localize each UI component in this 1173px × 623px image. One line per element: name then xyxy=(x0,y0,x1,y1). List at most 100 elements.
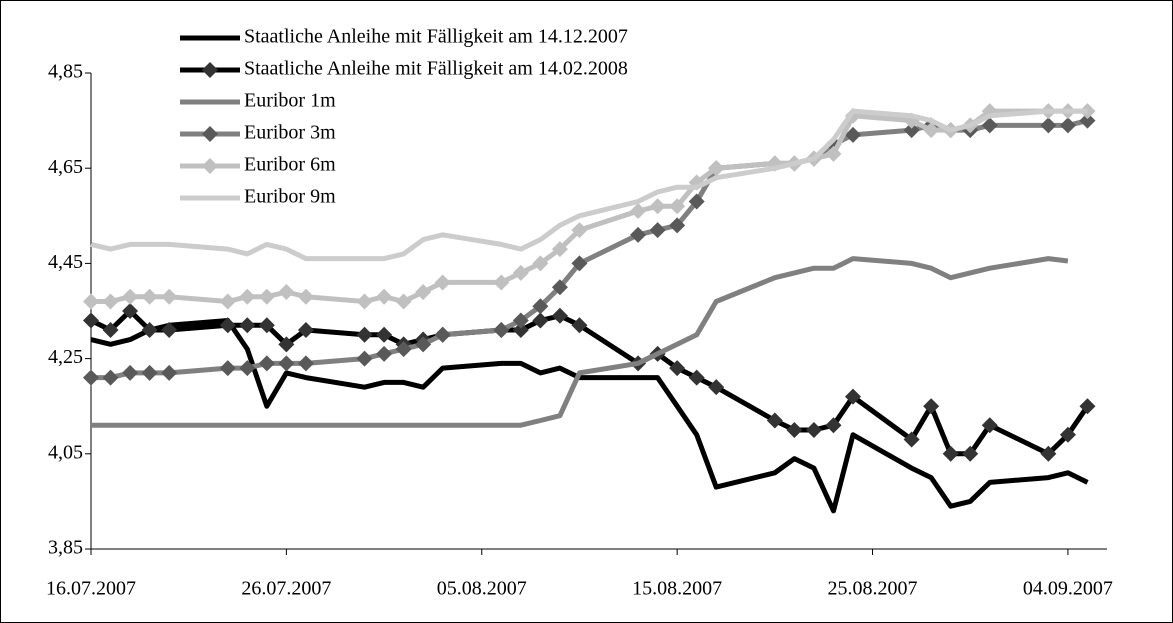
marker xyxy=(83,293,99,310)
marker xyxy=(1079,398,1096,415)
marker xyxy=(708,160,725,177)
marker xyxy=(551,241,568,258)
legend-label: Staatliche Anleihe mit Fälligkeit am 14.… xyxy=(244,58,628,80)
marker xyxy=(161,364,178,381)
marker xyxy=(571,222,588,239)
marker xyxy=(161,322,178,339)
marker xyxy=(708,379,725,396)
marker xyxy=(805,422,822,438)
marker xyxy=(845,388,861,405)
marker xyxy=(395,293,412,310)
marker xyxy=(122,303,139,319)
series-line xyxy=(91,256,1069,428)
marker xyxy=(669,217,686,234)
marker xyxy=(122,364,139,381)
marker xyxy=(512,312,529,329)
y-tick-label: 4,45 xyxy=(48,251,83,273)
legend-marker xyxy=(202,126,218,142)
y-tick-label: 3,85 xyxy=(48,537,83,559)
marker xyxy=(141,322,158,339)
x-tick-label: 16.07.2007 xyxy=(46,578,136,600)
marker xyxy=(141,364,158,381)
marker xyxy=(1040,445,1057,462)
marker xyxy=(493,322,510,339)
marker xyxy=(219,360,236,377)
legend-label: Euribor 1m xyxy=(244,90,336,112)
marker xyxy=(532,255,549,272)
marker xyxy=(395,341,412,358)
marker xyxy=(942,445,959,462)
marker xyxy=(141,288,158,305)
legend-label: Euribor 6m xyxy=(244,154,336,176)
marker xyxy=(571,317,588,334)
marker xyxy=(415,336,432,353)
marker xyxy=(532,298,549,315)
marker xyxy=(551,307,568,324)
marker xyxy=(903,122,920,139)
marker xyxy=(258,288,275,305)
marker xyxy=(239,288,256,305)
legend-marker xyxy=(202,62,218,78)
legend-marker xyxy=(202,158,218,174)
marker xyxy=(161,288,178,305)
marker xyxy=(258,317,275,334)
marker xyxy=(376,288,393,305)
marker xyxy=(1040,117,1057,134)
x-tick-label: 04.09.2007 xyxy=(1023,578,1113,600)
marker xyxy=(571,255,588,272)
marker xyxy=(493,274,510,291)
x-tick-label: 26.07.2007 xyxy=(241,578,331,600)
marker xyxy=(83,369,99,386)
marker xyxy=(415,283,432,300)
marker xyxy=(278,283,295,300)
marker xyxy=(1059,426,1076,443)
marker xyxy=(981,417,998,434)
marker xyxy=(376,326,393,343)
legend-label: Staatliche Anleihe mit Fälligkeit am 14.… xyxy=(244,26,628,48)
marker xyxy=(688,193,705,210)
marker xyxy=(297,322,314,339)
marker xyxy=(102,322,119,339)
marker xyxy=(688,369,705,386)
marker xyxy=(434,274,451,291)
marker xyxy=(669,198,686,215)
x-tick-label: 15.08.2007 xyxy=(632,578,722,600)
marker xyxy=(297,288,314,305)
marker xyxy=(532,312,549,329)
marker xyxy=(825,145,842,162)
marker xyxy=(278,336,295,353)
marker xyxy=(434,326,451,343)
y-tick-label: 4,85 xyxy=(48,61,83,83)
marker xyxy=(356,326,373,343)
marker xyxy=(649,198,666,215)
marker xyxy=(239,317,256,334)
marker xyxy=(258,355,275,372)
marker xyxy=(356,293,373,310)
marker xyxy=(102,369,119,386)
y-tick-label: 4,05 xyxy=(48,441,83,463)
marker xyxy=(903,431,920,448)
marker xyxy=(376,345,393,362)
marker xyxy=(512,322,529,339)
marker xyxy=(239,360,256,377)
marker xyxy=(551,279,568,296)
y-tick-label: 4,65 xyxy=(48,156,83,178)
marker xyxy=(845,126,861,143)
legend-label: Euribor 3m xyxy=(244,122,336,144)
marker xyxy=(219,317,236,334)
marker xyxy=(356,350,373,367)
legend-label: Euribor 9m xyxy=(244,186,336,208)
marker xyxy=(786,422,803,438)
x-tick-label: 05.08.2007 xyxy=(437,578,527,600)
marker xyxy=(923,398,940,415)
marker xyxy=(219,293,236,310)
marker xyxy=(649,222,666,239)
y-tick-label: 4,25 xyxy=(48,346,83,368)
series-line xyxy=(90,318,1089,514)
marker xyxy=(122,288,139,305)
marker xyxy=(278,355,295,372)
series-line xyxy=(90,108,1088,262)
